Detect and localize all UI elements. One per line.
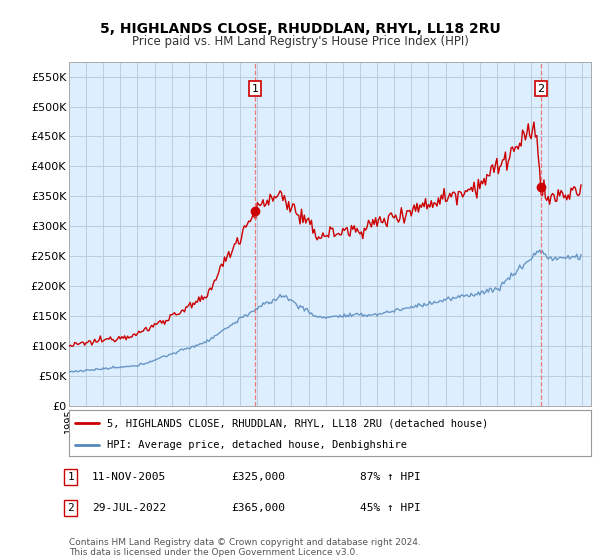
Text: 11-NOV-2005: 11-NOV-2005 xyxy=(92,472,166,482)
Text: £325,000: £325,000 xyxy=(231,472,285,482)
Text: 2: 2 xyxy=(67,503,74,513)
Text: HPI: Average price, detached house, Denbighshire: HPI: Average price, detached house, Denb… xyxy=(107,440,407,450)
Text: 5, HIGHLANDS CLOSE, RHUDDLAN, RHYL, LL18 2RU: 5, HIGHLANDS CLOSE, RHUDDLAN, RHYL, LL18… xyxy=(100,22,500,36)
Text: 1: 1 xyxy=(251,83,259,94)
Text: 29-JUL-2022: 29-JUL-2022 xyxy=(92,503,166,513)
Text: 45% ↑ HPI: 45% ↑ HPI xyxy=(360,503,421,513)
Text: Contains HM Land Registry data © Crown copyright and database right 2024.
This d: Contains HM Land Registry data © Crown c… xyxy=(69,538,421,557)
Text: 2: 2 xyxy=(538,83,545,94)
Text: 1: 1 xyxy=(67,472,74,482)
Text: 5, HIGHLANDS CLOSE, RHUDDLAN, RHYL, LL18 2RU (detached house): 5, HIGHLANDS CLOSE, RHUDDLAN, RHYL, LL18… xyxy=(107,418,488,428)
Text: 87% ↑ HPI: 87% ↑ HPI xyxy=(360,472,421,482)
Text: Price paid vs. HM Land Registry's House Price Index (HPI): Price paid vs. HM Land Registry's House … xyxy=(131,35,469,48)
Text: £365,000: £365,000 xyxy=(231,503,285,513)
